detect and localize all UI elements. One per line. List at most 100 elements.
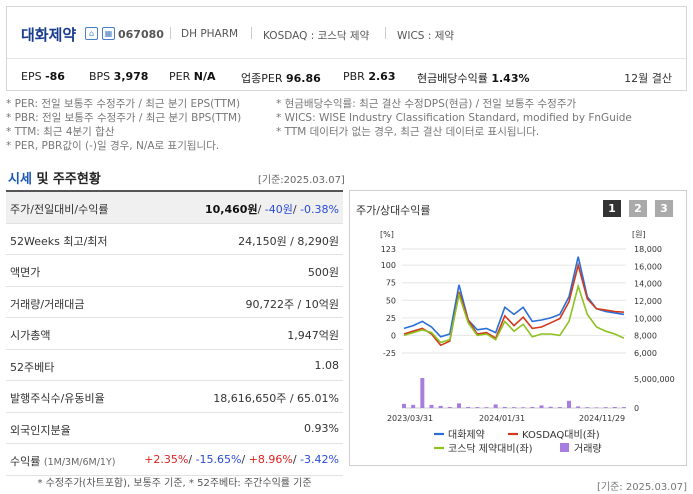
per-metric: PER N/A [169,70,216,83]
company-header-top: 대화제약 ⌂ ▦ 067080 DH PHARM KOSDAQ : 코스닥 제약… [7,7,686,59]
volume-bar [466,406,471,408]
price-chart: [%] [원] 123 100 75 50 25 0 -25 18,000 16,000 14,000… [380,230,675,455]
volume-bar [502,406,507,408]
return-3m: -15.65% [195,453,242,466]
right-axis-unit: [원] [632,230,646,239]
definition-notes: * PER: 전일 보통주 수정주가 / 최근 분기 EPS(TTM) * PB… [6,97,632,153]
table-base-date: [기준:2025.03.07] [258,175,345,186]
y-right-tick-label: 6,000 [634,349,657,358]
chart-page-3-button[interactable]: 3 [655,200,673,217]
table-row-price: 주가/전일대비/수익률 10,460원/ -40원/ -0.38% [6,192,343,224]
table-footnote: * 수정주가(차트포함), 보통주 기준, * 52주베타: 주간수익률 기준 [37,478,312,489]
table-row: 발행주식수/유동비율 18,616,650주 / 65.01% [6,381,343,413]
volume-tick-label: 5,000,000 [634,375,675,384]
note-wics: * WICS: WISE Industry Classification Sta… [276,112,632,124]
volume-bar [548,406,553,408]
company-header: 대화제약 ⌂ ▦ 067080 DH PHARM KOSDAQ : 코스닥 제약… [6,6,687,91]
y-left-tick-label: 75 [386,279,396,288]
volume-bar [622,407,626,408]
y-left-tick-label: 25 [386,314,396,323]
note-ttm: * TTM: 최근 4분기 합산 [6,126,115,138]
x-tick-label: 2024/01/31 [479,414,525,423]
volume-bar [530,406,535,408]
y-left-tick-label: 50 [386,296,396,305]
table-row: 액면가 500원 [6,255,343,287]
left-axis-unit: [%] [380,230,394,239]
x-tick-label: 2023/03/31 [387,414,433,423]
volume-bar [457,403,461,408]
notes-right-column: * 현금배당수익률: 최근 결산 수정DPS(현금) / 전일 보통주 수정주가… [276,97,693,139]
volume-bar [585,407,590,408]
y-left-tick-label: -25 [383,349,396,358]
chart-panel: 주가/상대수익률 1 2 3 [%] [원] 123 100 75 50 25 0 -25 18,… [349,190,687,466]
sector-per-metric: 업종PER 96.86 [241,72,321,85]
note-pbr: * PBR: 전일 보통주 수정주가 / 최근 분기 BPS(TTM) [6,112,242,124]
legend-label: 거래량 [574,443,602,455]
y-right-tick-label: 8,000 [634,332,657,341]
table-row: 거래량/거래대금 90,722주 / 10억원 [6,287,343,318]
y-right-tick-label: 18,000 [634,245,662,254]
series-line-3 [403,283,625,344]
divider [251,27,252,39]
volume-bar [411,404,416,408]
volume-bar [539,405,544,408]
legend-label: 코스닥 제약대비(좌) [448,443,533,455]
return-6m: +8.96% [248,453,293,466]
price-rate: -0.38% [300,203,339,216]
y-left-tick-label: 0 [391,331,396,340]
table-row: 시가총액 1,947억원 [6,318,343,350]
chart-title: 주가/상대수익률 [356,204,431,217]
legend-label: KOSDAQ대비(좌) [522,429,600,441]
volume-bar [493,404,498,408]
chart-page-1-button[interactable]: 1 [603,200,621,217]
building-icon[interactable]: ▦ [102,27,115,40]
volume-bar [594,407,599,408]
legend-label: 대화제약 [448,429,485,441]
chart-base-date: [기준: 2025.03.07] [596,482,687,493]
divider [385,27,386,39]
company-name: 대화제약 [21,26,77,44]
y-right-tick-label: 14,000 [634,280,662,289]
market-info: KOSDAQ : 코스닥 제약 [263,30,370,42]
note-per: * PER: 전일 보통주 수정주가 / 최근 분기 EPS(TTM) [6,98,241,110]
home-icon[interactable]: ⌂ [85,27,98,40]
y-right-tick-label: 10,000 [634,314,662,323]
dividend-metric: 현금배당수익률 1.43% [417,72,530,85]
section-title: 시세 및 주주현황 [8,172,101,187]
wics-info: WICS : 제약 [397,30,455,42]
note-negative: * PER, PBR값이 (-)일 경우, N/A로 표기됩니다. [6,140,220,152]
return-1y: -3.42% [300,453,339,466]
volume-bar [447,406,452,408]
pbr-metric: PBR 2.63 [343,70,396,83]
volume-bar [612,406,617,408]
x-tick-label: 2024/11/29 [579,414,625,423]
note-ttm-missing: * TTM 데이터가 없는 경우, 최근 결산 데이터로 표시됩니다. [276,126,540,138]
eps-metric: EPS -86 [21,70,65,83]
y-right-tick-label: 12,000 [634,297,662,306]
table-row-returns: 수익률 (1M/3M/6M/1Y) +2.35%/ -15.65%/ +8.96… [6,444,343,476]
y-left-tick-label: 100 [381,261,396,270]
bps-metric: BPS 3,978 [89,70,149,83]
volume-bar [557,407,562,408]
legend-swatch [560,443,569,452]
price-change: -40원 [264,203,293,216]
volume-bar [438,405,443,408]
volume-bar [521,407,526,408]
chart-page-2-button[interactable]: 2 [629,200,647,217]
volume-bar [420,378,425,408]
note-dividend: * 현금배당수익률: 최근 결산 수정DPS(현금) / 전일 보통주 수정주가 [276,98,577,110]
return-1m: +2.35% [144,453,189,466]
volume-bar [512,407,516,408]
volume-bar [576,406,581,408]
english-name: DH PHARM [181,28,239,40]
settlement-month: 12월 결산 [624,72,672,85]
volume-bar [484,407,489,408]
series-line-2 [403,262,625,347]
table-row: 52주베타 1.08 [6,350,343,381]
divider [170,27,171,39]
volume-bar [429,404,434,408]
table-row: 52Weeks 최고/최저 24,150원 / 8,290원 [6,224,343,255]
volume-bar [402,403,406,408]
table-row: 외국인지분율 0.93% [6,413,343,444]
market-data-table: 주가/전일대비/수익률 10,460원/ -40원/ -0.38% 52Week… [6,190,343,476]
